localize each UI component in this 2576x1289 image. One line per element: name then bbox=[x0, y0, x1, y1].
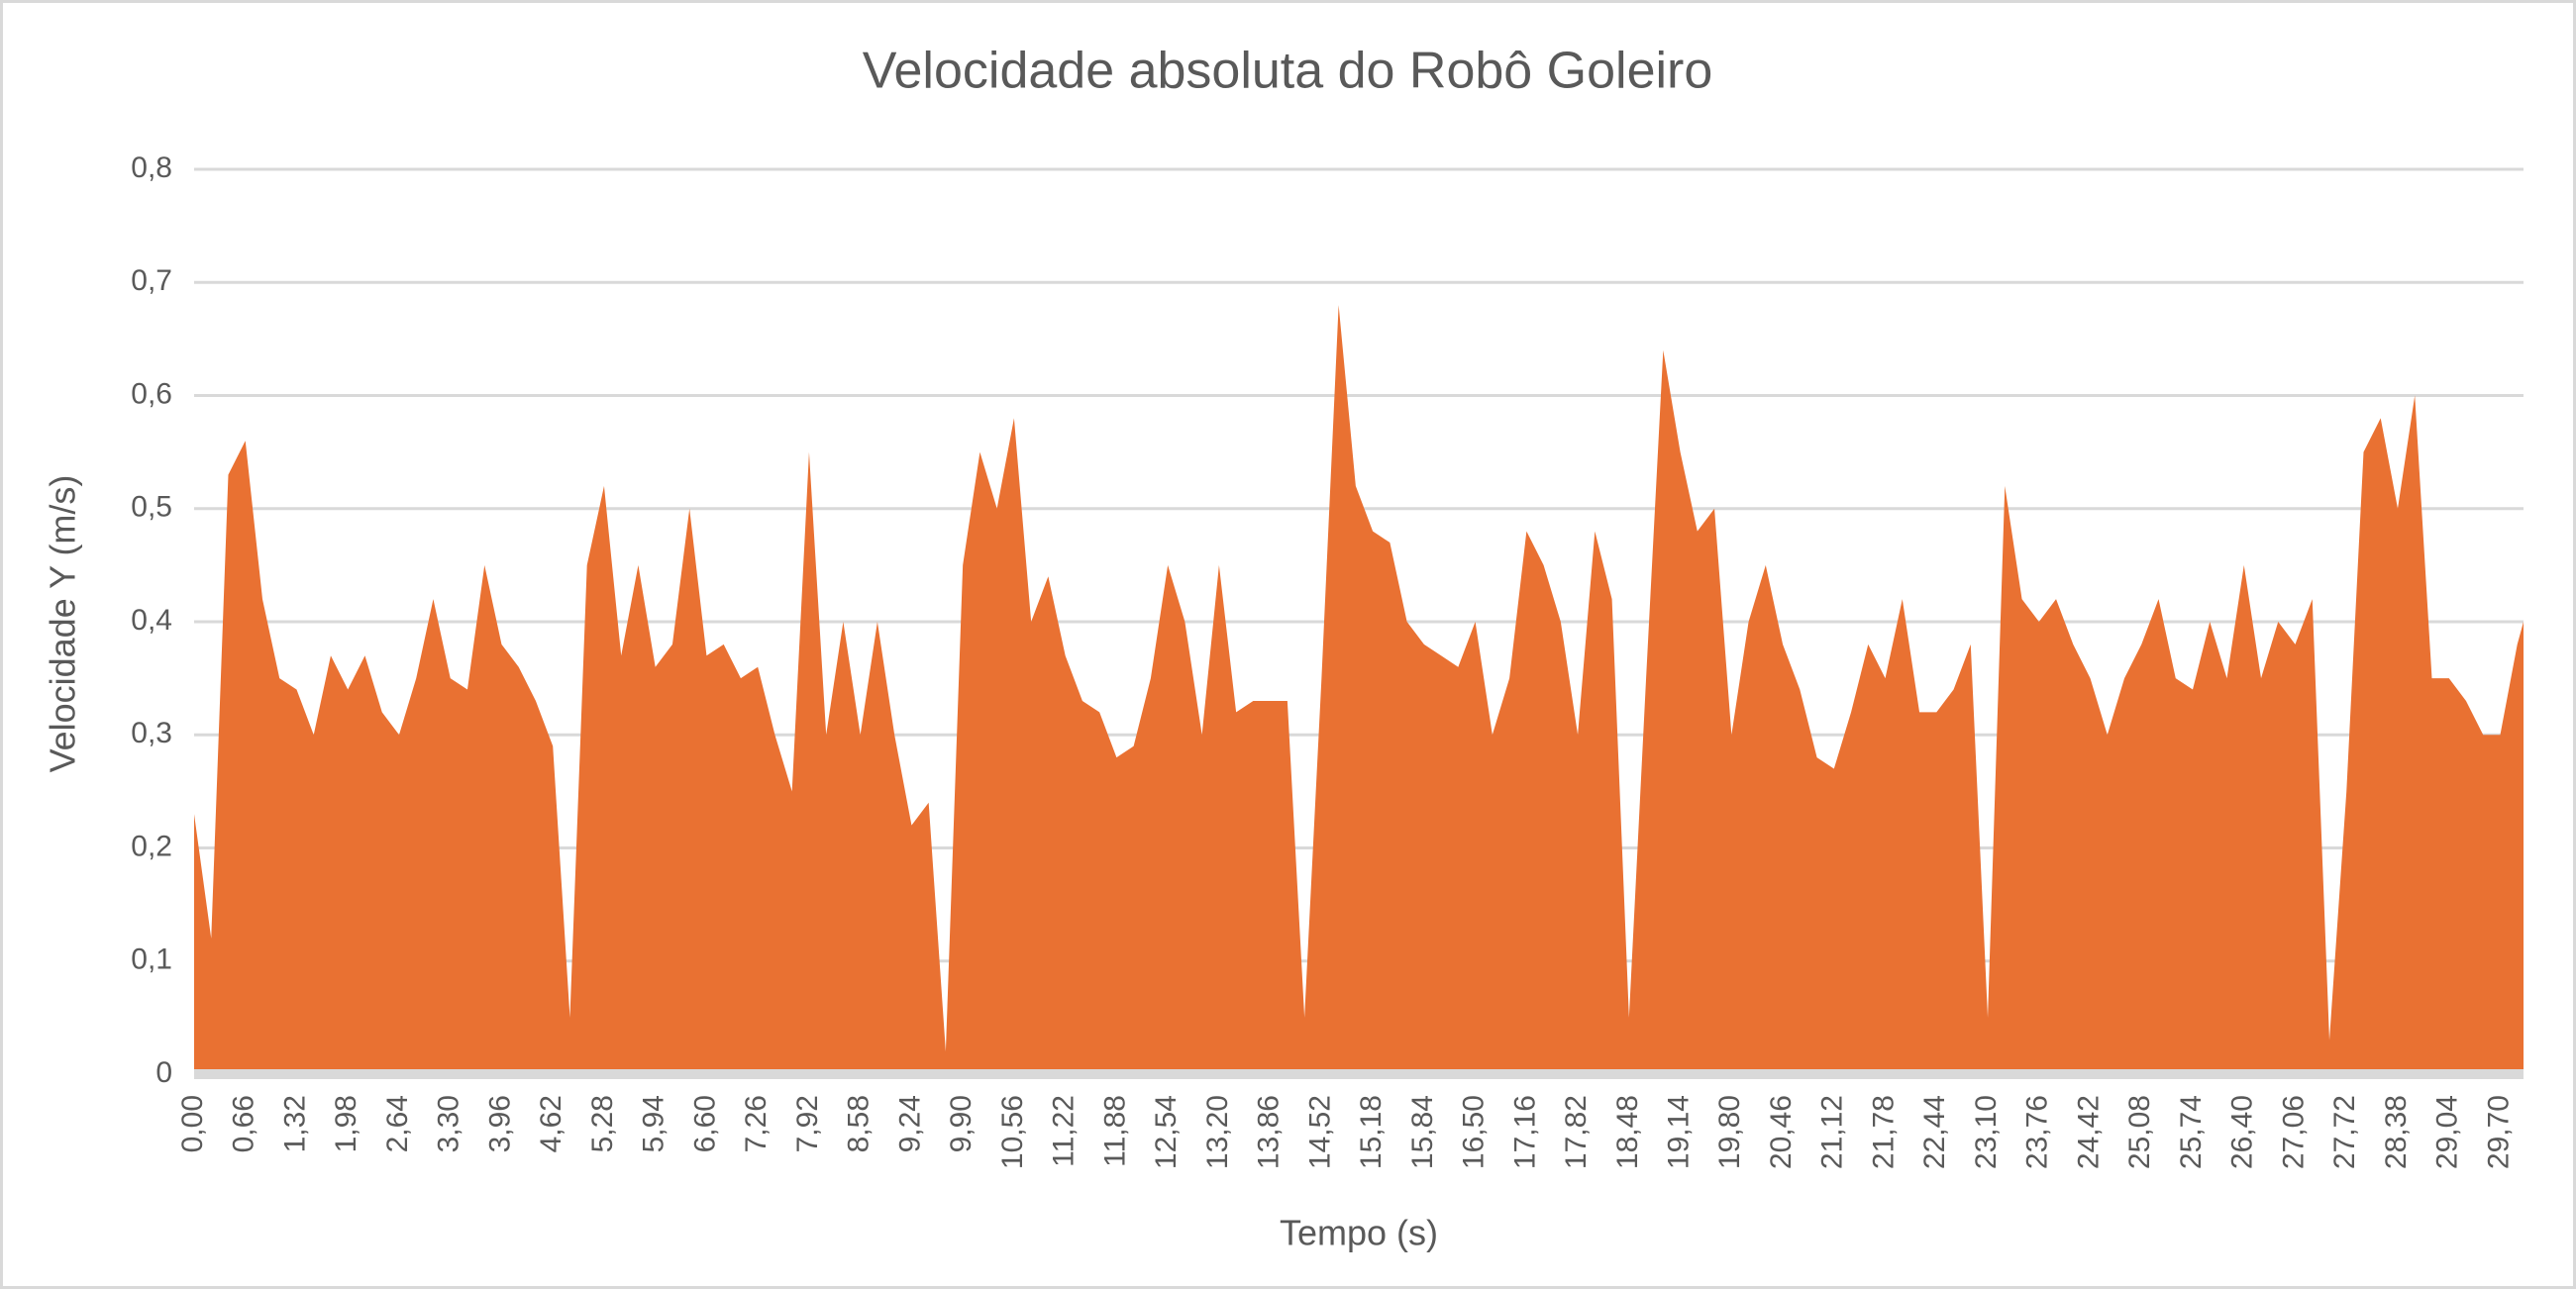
x-tick-label: 22,44 bbox=[1918, 1095, 1951, 1169]
x-tick-label: 26,40 bbox=[2226, 1095, 2259, 1169]
y-axis-title: Velocidade Y (m/s) bbox=[43, 475, 83, 773]
x-tick-label: 20,46 bbox=[1765, 1095, 1798, 1169]
x-tick-label: 10,56 bbox=[996, 1095, 1029, 1169]
x-tick-label: 28,38 bbox=[2380, 1095, 2413, 1169]
y-tick-label: 0,7 bbox=[131, 264, 172, 297]
x-tick-label: 9,90 bbox=[945, 1095, 978, 1152]
x-tick-label: 19,14 bbox=[1662, 1095, 1695, 1169]
x-tick-label: 8,58 bbox=[843, 1095, 876, 1152]
x-tick-label: 2,64 bbox=[381, 1095, 414, 1152]
y-tick-label: 0,6 bbox=[131, 377, 172, 410]
x-tick-label: 15,84 bbox=[1406, 1095, 1439, 1169]
y-tick-label: 0 bbox=[155, 1056, 172, 1089]
y-tick-label: 0,2 bbox=[131, 830, 172, 862]
y-tick-label: 0,1 bbox=[131, 943, 172, 976]
x-tick-label: 0,66 bbox=[228, 1095, 260, 1152]
x-tick-label: 3,96 bbox=[483, 1095, 516, 1152]
x-tick-label: 1,98 bbox=[330, 1095, 362, 1152]
x-tick-label: 9,24 bbox=[893, 1095, 926, 1152]
area bbox=[194, 305, 2524, 1075]
y-tick-label: 0,4 bbox=[131, 604, 172, 637]
x-tick-label: 27,06 bbox=[2277, 1095, 2310, 1169]
x-tick-label: 14,52 bbox=[1303, 1095, 1336, 1169]
x-tick-label: 15,18 bbox=[1355, 1095, 1388, 1169]
x-tick-label: 25,74 bbox=[2175, 1095, 2208, 1169]
x-tick-label: 23,10 bbox=[1970, 1095, 2003, 1169]
x-axis-title: Tempo (s) bbox=[1280, 1213, 1438, 1253]
x-tick-label: 1,32 bbox=[278, 1095, 311, 1152]
x-tick-label: 5,28 bbox=[586, 1095, 619, 1152]
x-tick-label: 18,48 bbox=[1611, 1095, 1644, 1169]
x-tick-label: 27,72 bbox=[2328, 1095, 2361, 1169]
x-tick-label: 21,12 bbox=[1816, 1095, 1849, 1169]
chart-title: Velocidade absoluta do Robô Goleiro bbox=[863, 43, 1713, 100]
x-tick-label: 11,22 bbox=[1048, 1095, 1081, 1167]
x-tick-label: 3,30 bbox=[433, 1095, 465, 1152]
x-tick-label: 7,26 bbox=[740, 1095, 773, 1152]
x-tick-label: 29,70 bbox=[2482, 1095, 2515, 1169]
x-tick-label: 21,78 bbox=[1867, 1095, 1900, 1169]
x-tick-label: 5,94 bbox=[638, 1095, 670, 1152]
x-tick-label: 11,88 bbox=[1098, 1095, 1131, 1167]
x-tick-label: 19,80 bbox=[1713, 1095, 1746, 1169]
x-tick-label: 24,42 bbox=[2072, 1095, 2105, 1169]
y-tick-label: 0,3 bbox=[131, 717, 172, 749]
x-tick-label: 7,92 bbox=[791, 1095, 824, 1152]
x-tick-label: 17,16 bbox=[1508, 1095, 1541, 1169]
x-tick-label: 29,04 bbox=[2431, 1095, 2464, 1169]
x-tick-label: 4,62 bbox=[535, 1095, 567, 1152]
x-tick-label: 12,54 bbox=[1150, 1095, 1183, 1169]
x-tick-label: 23,76 bbox=[2021, 1095, 2054, 1169]
x-tick-label: 6,60 bbox=[688, 1095, 721, 1152]
x-tick-label: 25,08 bbox=[2123, 1095, 2156, 1169]
x-tick-label: 13,20 bbox=[1201, 1095, 1234, 1169]
x-tick-label: 13,86 bbox=[1253, 1095, 1286, 1169]
x-tick-label: 17,82 bbox=[1560, 1095, 1593, 1169]
x-tick-label: 0,00 bbox=[176, 1095, 209, 1152]
x-tick-label: 16,50 bbox=[1458, 1095, 1491, 1169]
y-tick-label: 0,8 bbox=[131, 151, 172, 184]
y-tick-label: 0,5 bbox=[131, 491, 172, 524]
